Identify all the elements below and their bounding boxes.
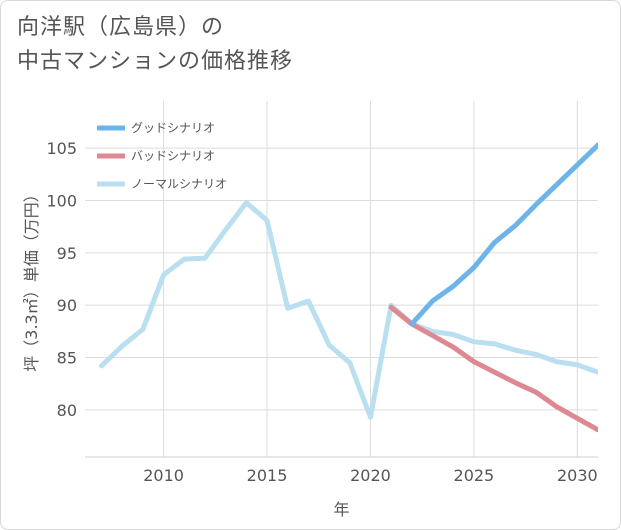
chart-title-line-2: 中古マンションの価格推移	[17, 49, 294, 74]
series-line-1	[388, 304, 598, 433]
legend-label-0: グッドシナリオ	[131, 121, 215, 135]
legend-label-1: バッドシナリオ	[131, 149, 215, 163]
chart-title-line-1: 向洋駅（広島県）の	[17, 15, 225, 40]
y-tick-label-80: 80	[57, 401, 77, 420]
series-line-2	[99, 200, 598, 420]
x-tick-label-2015: 2015	[247, 466, 288, 485]
y-tick-label-100: 100	[46, 191, 77, 210]
legend-label-2: ノーマルシナリオ	[131, 177, 227, 191]
x-tick-label-2025: 2025	[454, 466, 495, 485]
y-tick-label-90: 90	[57, 296, 77, 315]
chart-title: 向洋駅（広島県）の 中古マンションの価格推移	[17, 11, 293, 79]
y-axis-title: 坪（3.3㎡）単価（万円）	[22, 186, 41, 371]
y-tick-label-85: 85	[57, 349, 77, 368]
x-axis-title: 年	[333, 500, 349, 519]
x-tick-label-2030: 2030	[557, 466, 598, 485]
x-tick-label-2010: 2010	[143, 466, 184, 485]
y-tick-label-105: 105	[46, 139, 77, 158]
series-line-0	[409, 142, 598, 327]
y-tick-label-95: 95	[57, 244, 77, 263]
x-tick-label-2020: 2020	[350, 466, 391, 485]
